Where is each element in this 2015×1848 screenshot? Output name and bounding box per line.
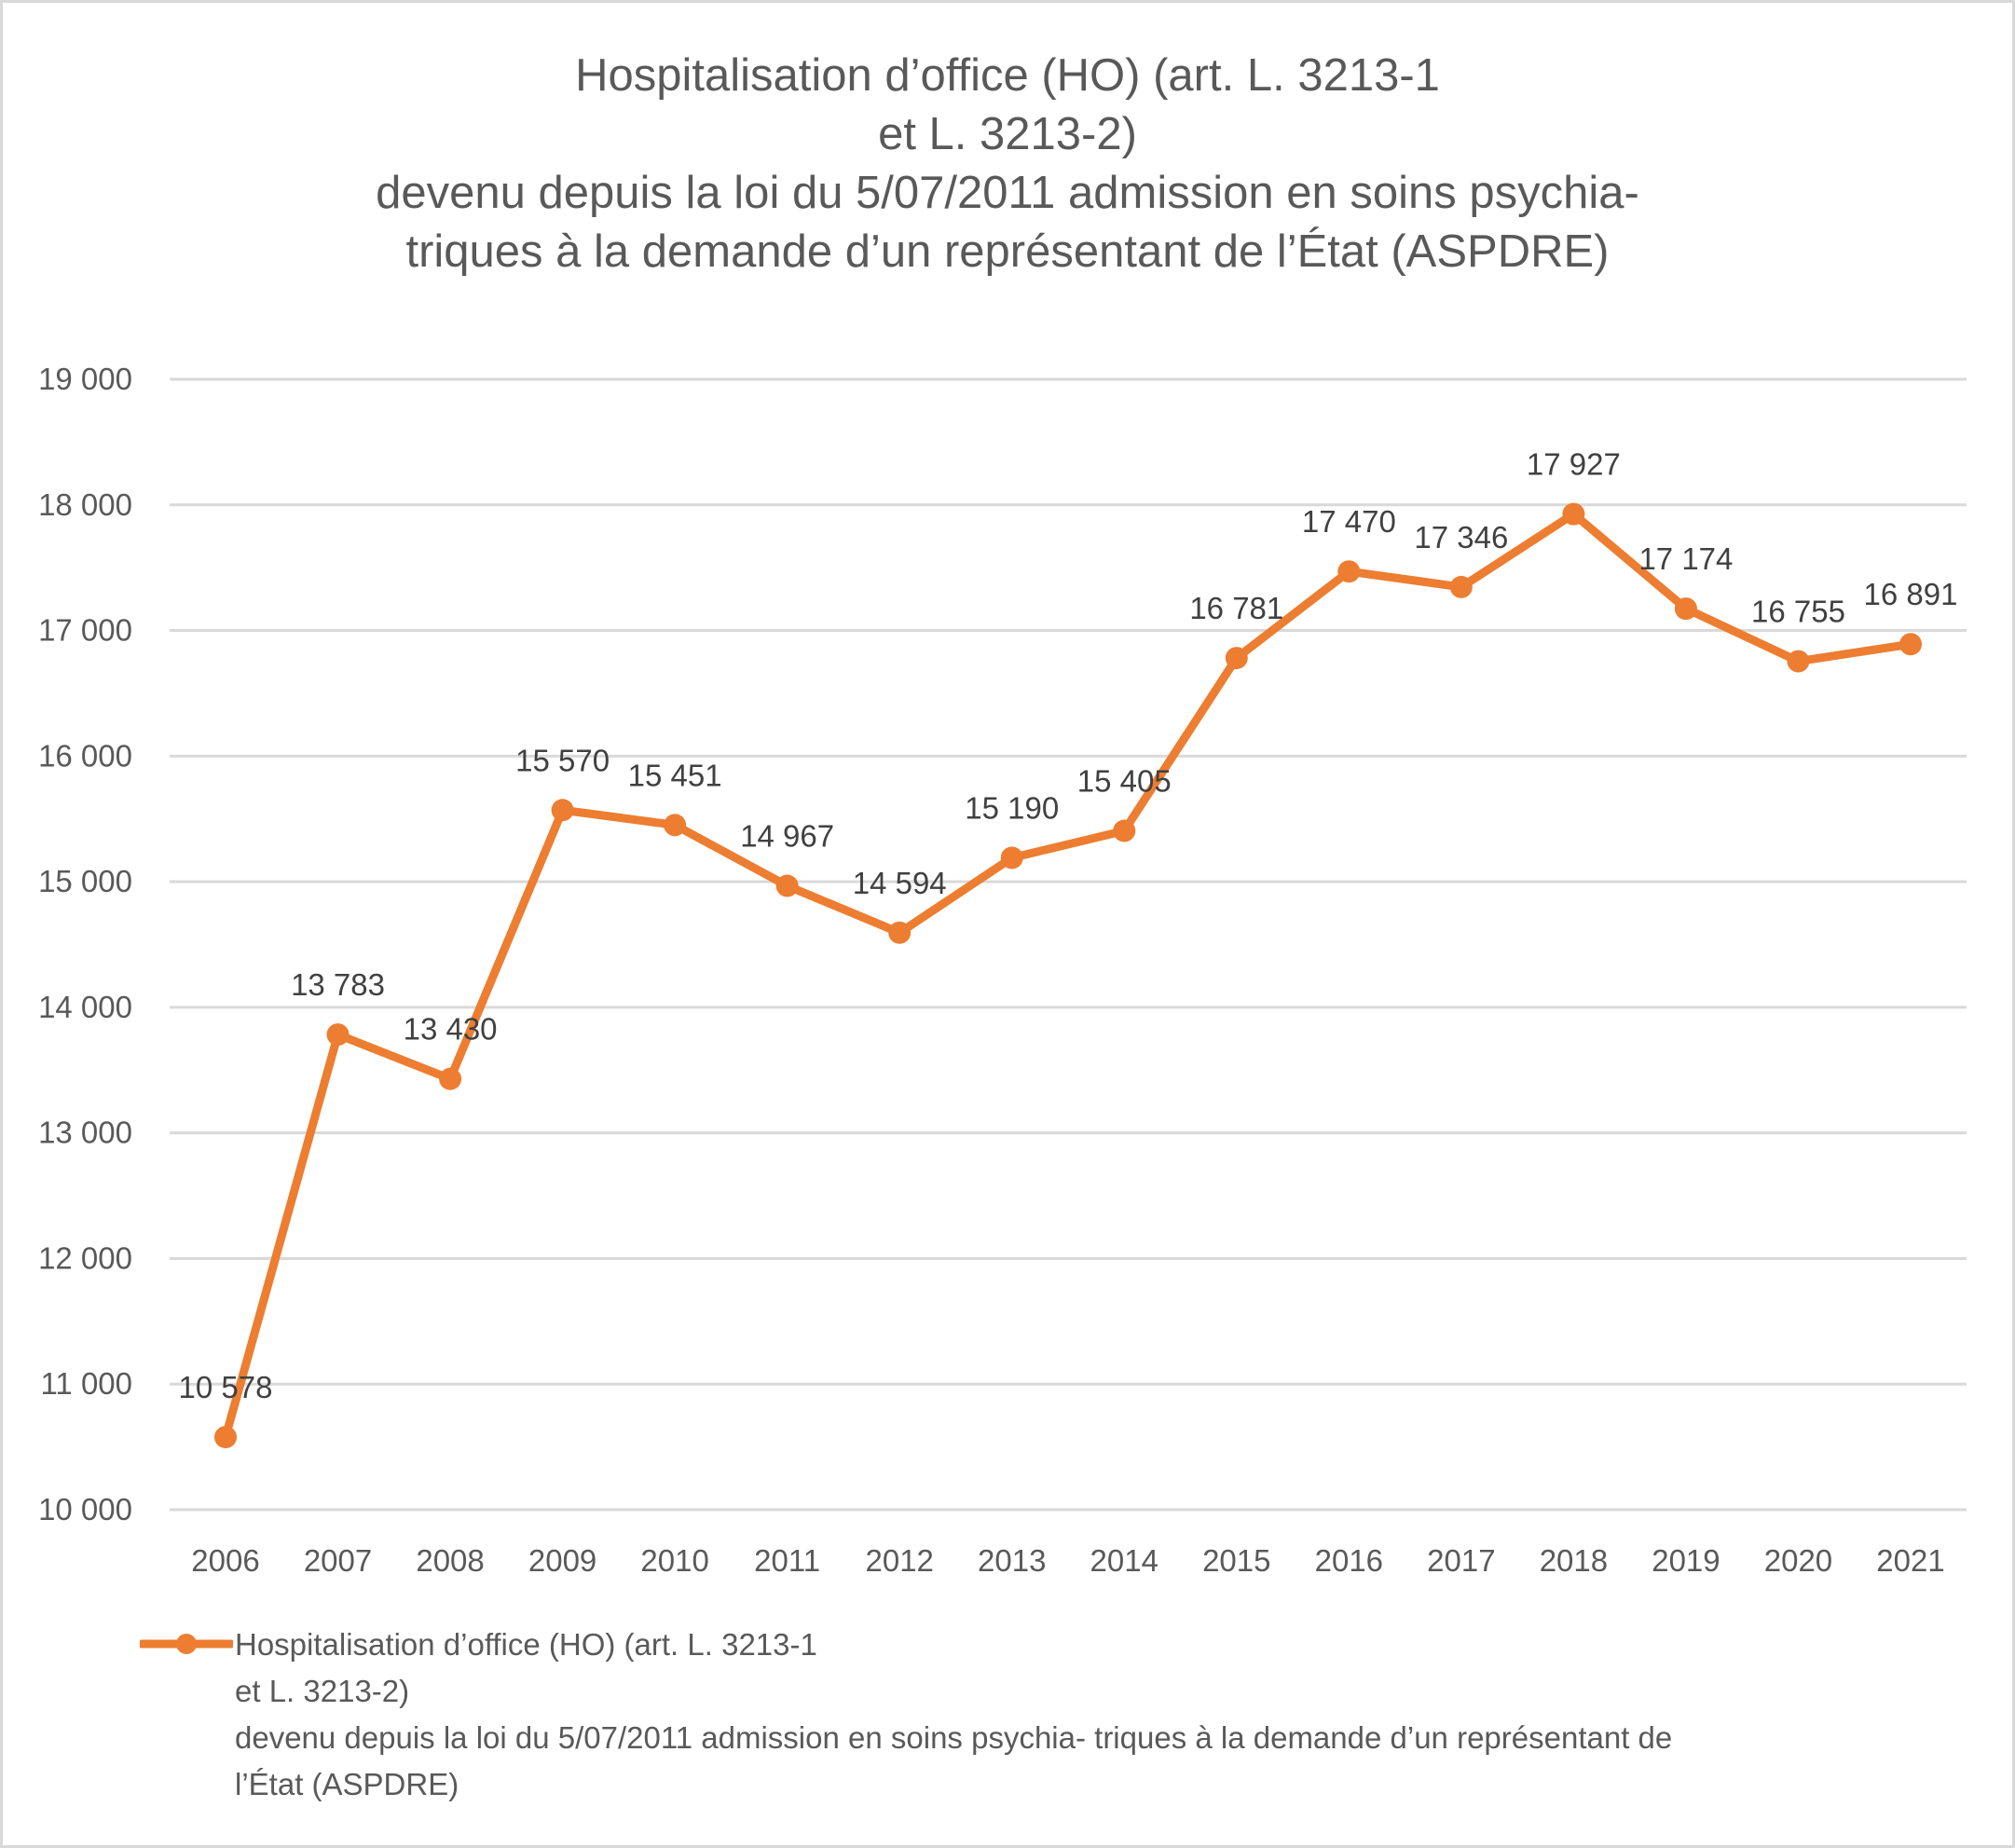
data-point-marker bbox=[1674, 597, 1697, 621]
data-point-marker bbox=[775, 874, 799, 897]
data-point-marker bbox=[1337, 560, 1361, 583]
data-label: 15 190 bbox=[965, 791, 1059, 826]
data-point-marker bbox=[214, 1426, 237, 1449]
x-tick-label: 2007 bbox=[304, 1543, 372, 1578]
legend: Hospitalisation d’office (HO) (art. L. 3… bbox=[140, 1622, 1911, 1808]
x-tick-label: 2015 bbox=[1202, 1543, 1270, 1578]
legend-marker-icon bbox=[140, 1634, 233, 1654]
x-tick-label: 2012 bbox=[865, 1543, 933, 1578]
y-tick-label: 10 000 bbox=[38, 1492, 132, 1526]
y-tick-label: 16 000 bbox=[38, 738, 132, 773]
legend-line-2: et L. 3213-2) bbox=[235, 1674, 410, 1708]
data-point-marker bbox=[664, 814, 687, 837]
data-point-marker bbox=[1000, 846, 1023, 869]
x-tick-label: 2011 bbox=[754, 1543, 820, 1578]
chart-title: Hospitalisation d’office (HO) (art. L. 3… bbox=[0, 47, 2015, 281]
data-labels: 10 578 13 783 13 430 15 570 15 451 14 967 14 5… bbox=[179, 447, 1958, 1404]
data-point-marker bbox=[1449, 575, 1473, 598]
gridlines bbox=[170, 377, 1967, 1512]
x-tick-label: 2018 bbox=[1540, 1543, 1608, 1578]
x-tick-label: 2019 bbox=[1652, 1543, 1720, 1578]
data-point-marker bbox=[551, 799, 574, 822]
chart-title-line-4: triques à la demande d’un représentant d… bbox=[405, 226, 1610, 277]
data-label: 16 891 bbox=[1864, 577, 1958, 611]
data-label: 16 755 bbox=[1751, 595, 1845, 629]
x-tick-label: 2010 bbox=[640, 1543, 708, 1578]
data-point-marker bbox=[439, 1067, 462, 1090]
data-label: 10 578 bbox=[179, 1370, 273, 1404]
x-axis-labels: 2006 2007 2008 2009 2010 2011 2012 2013 2014 2015… bbox=[191, 1543, 1944, 1578]
x-tick-label: 2006 bbox=[191, 1543, 259, 1578]
series-line bbox=[221, 510, 1915, 1442]
y-tick-label: 14 000 bbox=[38, 990, 132, 1024]
data-label: 15 570 bbox=[515, 743, 610, 777]
data-label: 13 783 bbox=[291, 967, 385, 1002]
data-label: 14 967 bbox=[740, 819, 834, 854]
data-point-marker bbox=[1787, 650, 1810, 673]
legend-entry-label: Hospitalisation d’office (HO) (art. L. 3… bbox=[235, 1622, 1911, 1808]
x-tick-label: 2014 bbox=[1090, 1543, 1158, 1578]
chart-title-line-2: et L. 3213-2) bbox=[878, 109, 1137, 159]
y-tick-label: 17 000 bbox=[38, 613, 132, 648]
series-line-group bbox=[214, 502, 1922, 1449]
data-label: 16 781 bbox=[1189, 591, 1283, 625]
chart-title-line-3: devenu depuis la loi du 5/07/2011 admiss… bbox=[376, 168, 1639, 218]
data-label: 13 430 bbox=[404, 1012, 498, 1047]
y-tick-label: 12 000 bbox=[38, 1240, 132, 1275]
legend-line-1: Hospitalisation d’office (HO) (art. L. 3… bbox=[235, 1627, 817, 1662]
y-tick-label: 13 000 bbox=[38, 1116, 132, 1150]
data-label: 15 405 bbox=[1077, 764, 1172, 799]
data-label: 17 174 bbox=[1638, 541, 1733, 576]
y-tick-label: 11 000 bbox=[41, 1366, 132, 1401]
data-label: 14 594 bbox=[853, 866, 947, 900]
x-tick-label: 2009 bbox=[528, 1543, 596, 1578]
x-tick-label: 2013 bbox=[978, 1543, 1046, 1578]
data-point-marker bbox=[1899, 633, 1922, 656]
data-label: 17 470 bbox=[1302, 504, 1396, 539]
chart-title-line-1: Hospitalisation d’office (HO) (art. L. 3… bbox=[575, 50, 1440, 101]
x-tick-label: 2020 bbox=[1764, 1543, 1832, 1578]
data-label: 17 346 bbox=[1414, 520, 1508, 554]
y-tick-label: 19 000 bbox=[38, 362, 132, 396]
data-point-marker bbox=[1225, 647, 1248, 670]
data-point-marker bbox=[326, 1023, 350, 1047]
data-point-marker bbox=[888, 921, 912, 944]
legend-line-4: l’État (ASPDRE) bbox=[235, 1767, 459, 1801]
x-tick-label: 2021 bbox=[1876, 1543, 1944, 1578]
y-tick-label: 15 000 bbox=[38, 864, 132, 898]
x-tick-label: 2016 bbox=[1315, 1543, 1383, 1578]
legend-line-3: devenu depuis la loi du 5/07/2011 admiss… bbox=[235, 1720, 1673, 1755]
data-label: 17 927 bbox=[1527, 447, 1621, 482]
y-tick-label: 18 000 bbox=[38, 487, 132, 522]
y-axis-labels: 10 000 11 000 12 000 13 000 14 000 15 000 16 0… bbox=[38, 362, 132, 1526]
data-label: 15 451 bbox=[628, 758, 722, 792]
x-tick-label: 2017 bbox=[1427, 1543, 1495, 1578]
data-point-marker bbox=[1113, 819, 1136, 842]
data-point-marker bbox=[1562, 502, 1585, 526]
x-tick-label: 2008 bbox=[416, 1543, 484, 1578]
